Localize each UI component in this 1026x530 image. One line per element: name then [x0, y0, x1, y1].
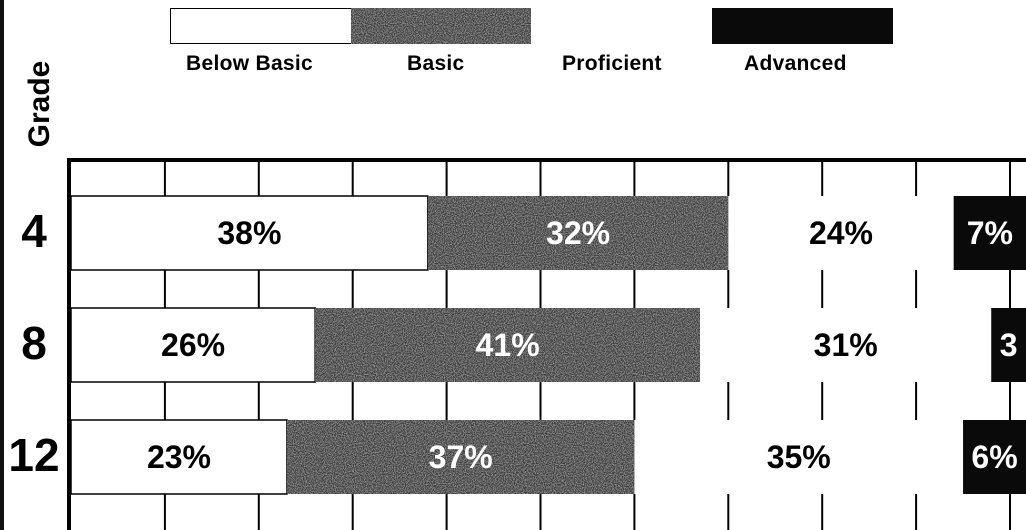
legend-label-advanced: Advanced [744, 52, 847, 75]
bar-label-below-basic-grade-8: 26% [161, 327, 225, 363]
bar-below-basic-grade-4 [70, 195, 429, 271]
legend-swatch-advanced [712, 8, 893, 44]
legend-label-below-basic: Below Basic [186, 52, 314, 75]
bar-label-below-basic-grade-4: 38% [217, 215, 281, 251]
bar-below-basic-grade-12 [70, 419, 288, 495]
bar-below-basic-grade-8 [70, 307, 316, 383]
bar-basic-grade-4 [427, 196, 729, 270]
bar-advanced-grade-8 [991, 308, 1026, 382]
bar-label-advanced-grade-12: 6% [971, 439, 1017, 475]
bar-basic-grade-12 [286, 420, 635, 494]
bar-label-proficient-grade-4: 24% [809, 215, 873, 251]
left-border-rule [0, 0, 4, 530]
bar-label-proficient-grade-12: 35% [767, 439, 831, 475]
bar-proficient-grade-12 [634, 420, 964, 494]
bar-advanced-grade-4 [953, 196, 1026, 270]
bar-label-advanced-grade-4: 7% [967, 215, 1013, 251]
legend-label-basic: Basic [407, 52, 465, 75]
bar-label-below-basic-grade-12: 23% [147, 439, 211, 475]
bar-label-advanced-grade-8: 3 [1000, 327, 1018, 363]
grade-label-12: 12 [8, 429, 60, 481]
grade-label-8: 8 [21, 317, 47, 369]
legend-swatch-below-basic [170, 8, 352, 44]
bar-proficient-grade-4 [728, 196, 954, 270]
legend-swatch-basic-texture [351, 8, 531, 44]
bar-advanced-grade-12 [963, 420, 1026, 494]
plot-frame [67, 158, 1026, 530]
legend-label-proficient: Proficient [562, 52, 662, 75]
bar-label-proficient-grade-8: 31% [814, 327, 878, 363]
bar-label-basic-grade-8: 41% [476, 327, 540, 363]
bar-basic-grade-8 [315, 308, 701, 382]
grade-label-4: 4 [21, 205, 47, 257]
bar-proficient-grade-8 [700, 308, 992, 382]
bar-label-basic-grade-4: 32% [546, 215, 610, 251]
bar-label-basic-grade-12: 37% [429, 439, 493, 475]
